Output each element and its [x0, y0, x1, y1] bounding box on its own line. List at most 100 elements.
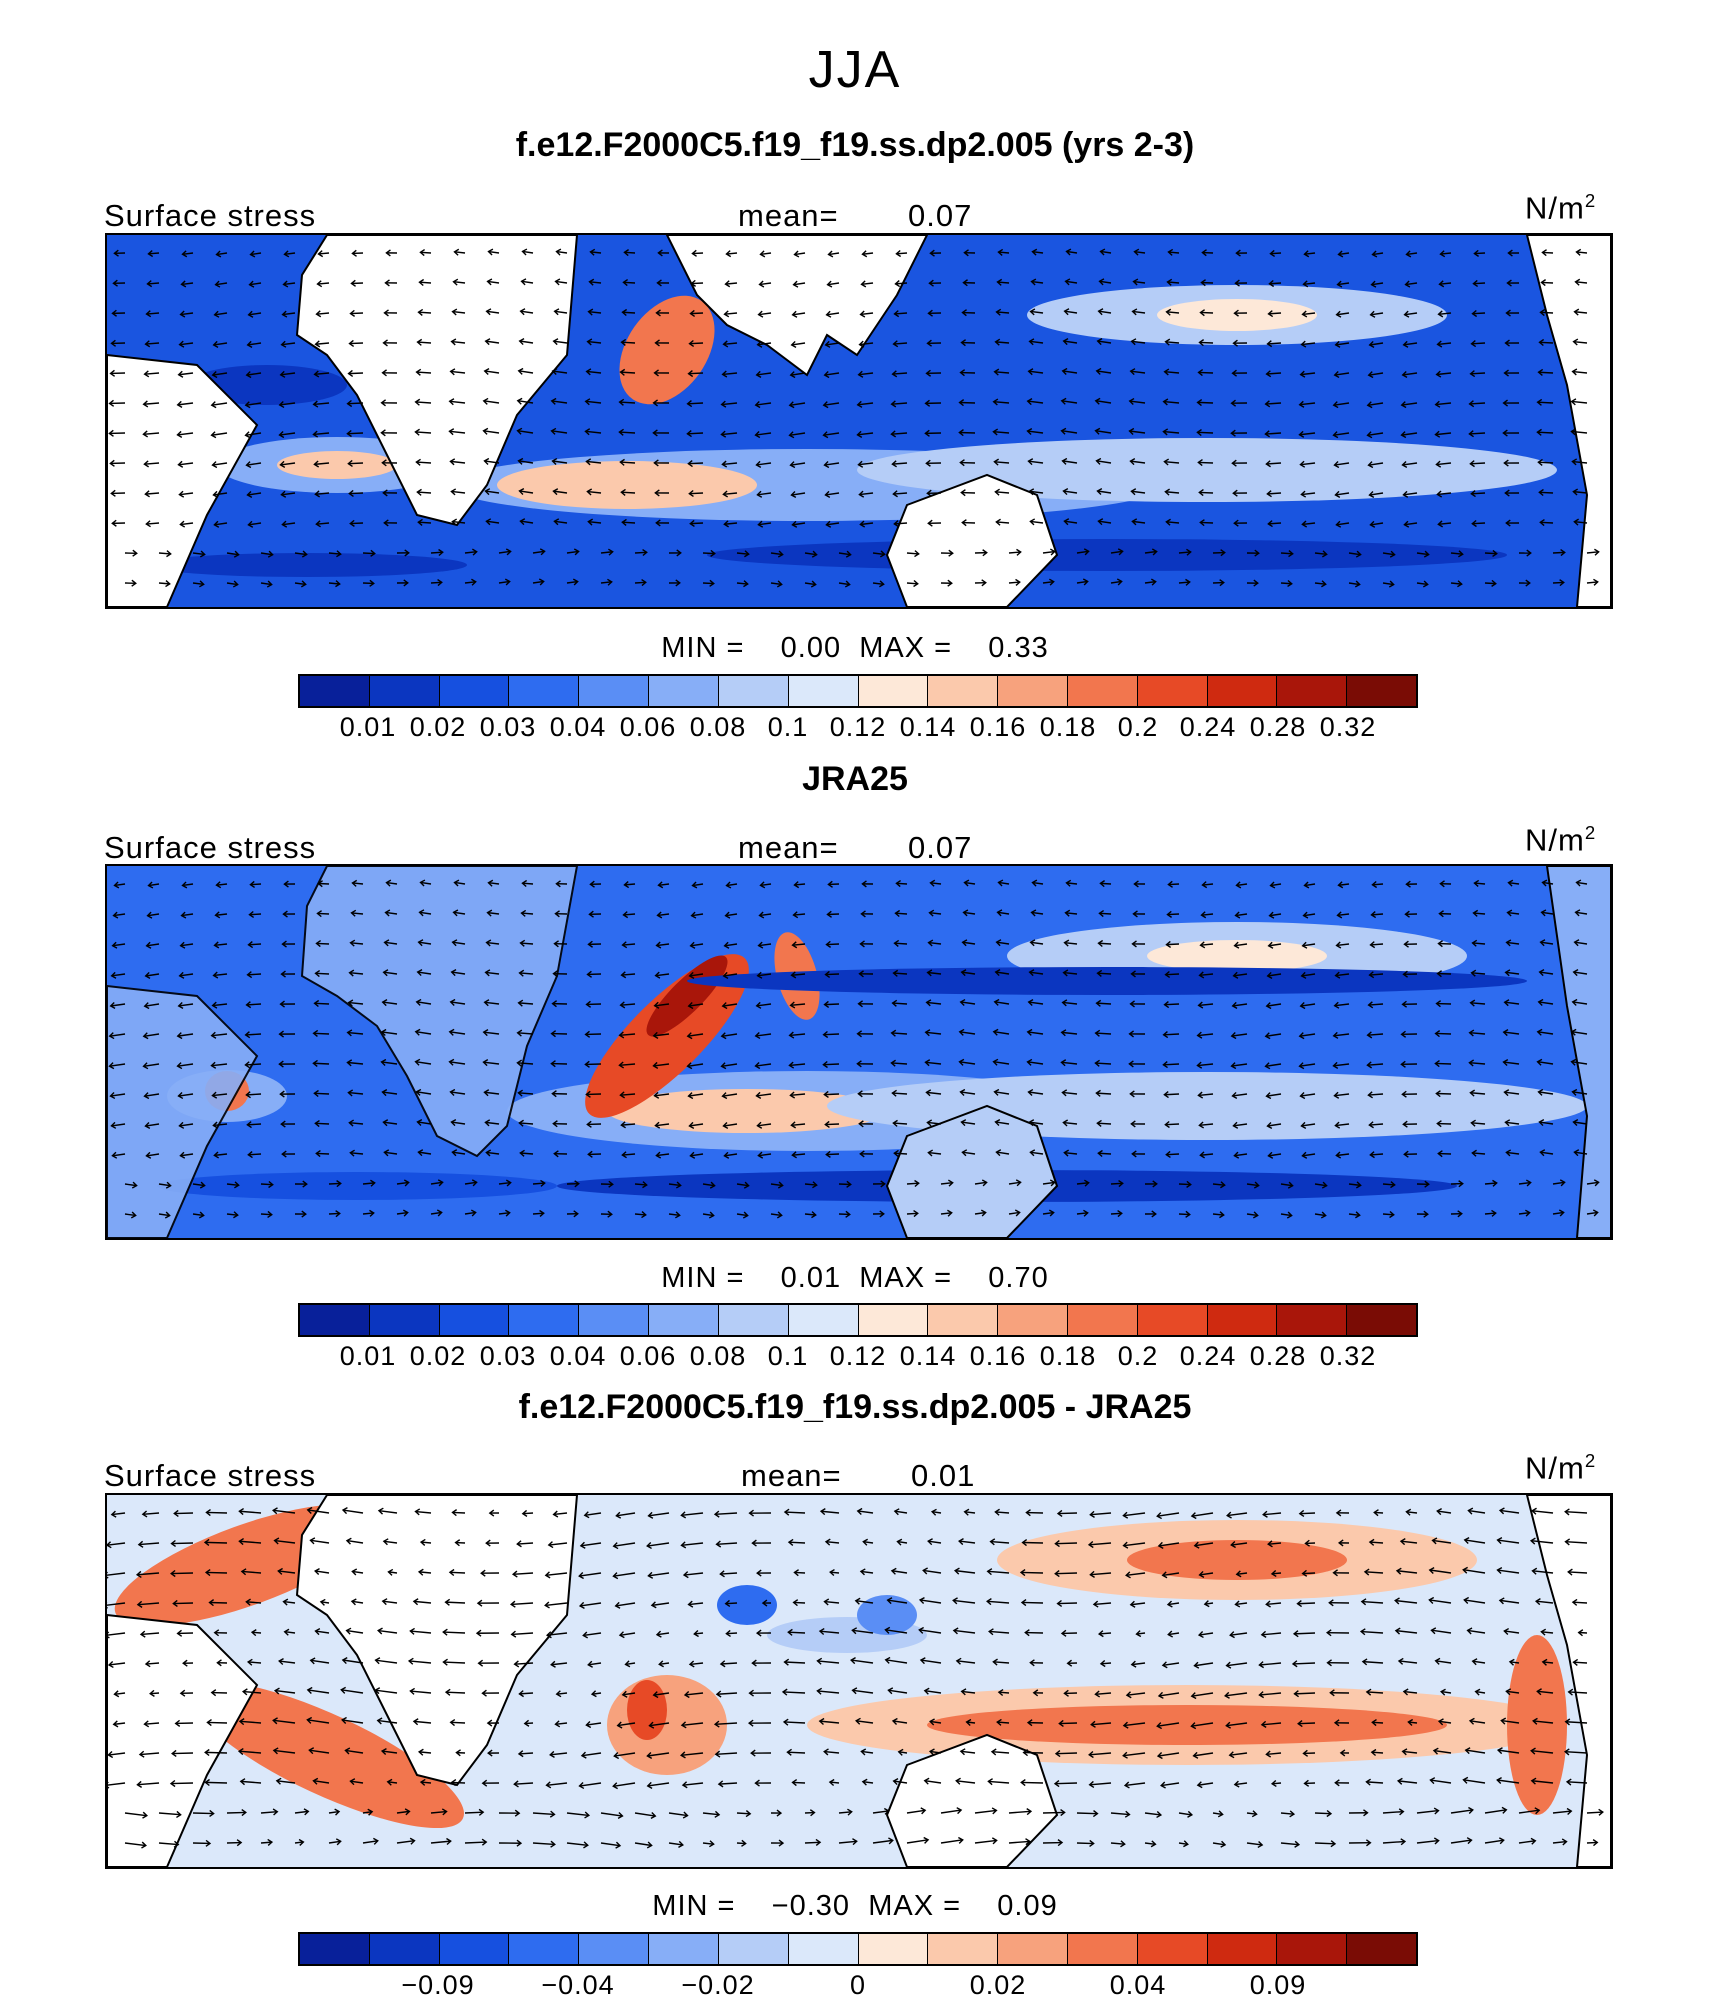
panel-2-vector-arrows	[108, 879, 1600, 1219]
colorbar-3-swatch-5	[649, 1934, 719, 1964]
colorbar-3-swatch-0	[300, 1934, 370, 1964]
colorbar-3-tick-label: −0.02	[681, 1970, 755, 2000]
colorbar-1-swatch-14	[1277, 676, 1348, 706]
panel-2-map	[105, 864, 1613, 1240]
colorbar-2-tick-label: 0.32	[1319, 1341, 1377, 1371]
panel-1-colorbar	[298, 674, 1418, 708]
panel-2-mean-label: mean=	[738, 830, 839, 865]
colorbar-2-tick-label: 0.06	[619, 1341, 677, 1371]
colorbar-2-swatch-13	[1207, 1305, 1278, 1335]
colorbar-3-tick-label: 0	[849, 1970, 867, 2000]
colorbar-3-swatch-2	[439, 1934, 510, 1964]
colorbar-3-tick-label: −0.09	[401, 1970, 475, 2000]
panel-1-mean-label: mean=	[738, 198, 839, 233]
colorbar-1-tick-label: 0.16	[969, 712, 1027, 742]
colorbar-1-swatch-11	[1067, 676, 1138, 706]
colorbar-1-tick-label: 0.18	[1039, 712, 1097, 742]
panel-2-units: N/m2	[1525, 822, 1597, 858]
colorbar-1-swatch-12	[1137, 676, 1208, 706]
colorbar-1-swatch-7	[788, 676, 859, 706]
colorbar-1-swatch-3	[509, 676, 580, 706]
panel-3-map	[105, 1493, 1613, 1869]
colorbar-1-tick-label: 0.08	[689, 712, 747, 742]
colorbar-2-swatch-14	[1277, 1305, 1348, 1335]
panel-1-units: N/m2	[1525, 190, 1597, 226]
colorbar-1-swatch-9	[928, 676, 999, 706]
panel-1-title: f.e12.F2000C5.f19_f19.ss.dp2.005 (yrs 2-…	[515, 126, 1195, 164]
panel-1-mean-value: 0.07	[908, 198, 973, 233]
colorbar-3-tick-label: 0.02	[969, 1970, 1027, 2000]
colorbar-3-swatch-13	[1207, 1934, 1278, 1964]
colorbar-3-swatch-10	[998, 1934, 1068, 1964]
panel-1-vector-arrows	[108, 248, 1600, 588]
colorbar-1-swatch-6	[718, 676, 789, 706]
colorbar-1-tick-label: 0.1	[767, 712, 809, 742]
colorbar-2-swatch-8	[858, 1305, 929, 1335]
panel-3-units: N/m2	[1525, 1450, 1597, 1486]
panel-3-map-plot	[107, 1495, 1611, 1867]
colorbar-2-tick-label: 0.12	[829, 1341, 887, 1371]
panel-3-colorbar-ticks: −0.09 −0.04 −0.02 0 0.02 0.04 0.09	[298, 1970, 1418, 2004]
panel-3-colorbar	[298, 1932, 1418, 1966]
colorbar-3-swatch-6	[718, 1934, 789, 1964]
colorbar-2-swatch-6	[718, 1305, 789, 1335]
panel-1-map	[105, 233, 1613, 609]
colorbar-1-swatch-13	[1207, 676, 1278, 706]
colorbar-1-tick-label: 0.02	[409, 712, 467, 742]
panel-1-minmax: MIN = 0.00 MAX = 0.33	[661, 632, 1049, 664]
colorbar-2-swatch-1	[369, 1305, 440, 1335]
colorbar-2-tick-label: 0.16	[969, 1341, 1027, 1371]
colorbar-2-tick-label: 0.24	[1179, 1341, 1237, 1371]
colorbar-1-tick-label: 0.04	[549, 712, 607, 742]
figure-title: JJA	[808, 41, 902, 99]
colorbar-2-swatch-5	[649, 1305, 719, 1335]
colorbar-1-swatch-2	[439, 676, 510, 706]
panel-3-vector-arrows	[107, 1506, 1604, 1849]
colorbar-1-swatch-8	[858, 676, 929, 706]
colorbar-1-swatch-15	[1347, 676, 1416, 706]
colorbar-2-tick-label: 0.02	[409, 1341, 467, 1371]
colorbar-2-swatch-4	[579, 1305, 650, 1335]
colorbar-2-swatch-7	[788, 1305, 859, 1335]
colorbar-3-swatch-14	[1277, 1934, 1348, 1964]
colorbar-1-tick-label: 0.2	[1117, 712, 1159, 742]
colorbar-2-swatch-12	[1137, 1305, 1208, 1335]
colorbar-3-swatch-1	[369, 1934, 440, 1964]
panel-2-mean-value: 0.07	[908, 830, 973, 865]
colorbar-2-tick-label: 0.1	[767, 1341, 809, 1371]
panel-3-mean-label: mean=	[741, 1458, 842, 1493]
colorbar-3-swatch-4	[579, 1934, 650, 1964]
colorbar-3-tick-label: 0.04	[1109, 1970, 1167, 2000]
colorbar-1-tick-label: 0.24	[1179, 712, 1237, 742]
panel-2-minmax: MIN = 0.01 MAX = 0.70	[661, 1262, 1049, 1294]
panel-1-map-plot	[107, 235, 1611, 607]
colorbar-1-tick-label: 0.01	[339, 712, 397, 742]
colorbar-2-swatch-15	[1347, 1305, 1416, 1335]
panel-3-mean-value: 0.01	[911, 1458, 976, 1493]
colorbar-3-tick-label: 0.09	[1249, 1970, 1307, 2000]
colorbar-2-swatch-10	[998, 1305, 1068, 1335]
panel-1-colorbar-ticks: 0.01 0.02 0.03 0.04 0.06 0.08 0.1 0.12 0.14 0.16 0…	[298, 712, 1418, 746]
colorbar-2-tick-label: 0.14	[899, 1341, 957, 1371]
colorbar-1-swatch-0	[300, 676, 370, 706]
panel-3-minmax: MIN = −0.30 MAX = 0.09	[652, 1890, 1058, 1922]
colorbar-1-tick-label: 0.12	[829, 712, 887, 742]
colorbar-3-tick-label: −0.04	[541, 1970, 615, 2000]
colorbar-1-tick-label: 0.14	[899, 712, 957, 742]
colorbar-2-swatch-11	[1067, 1305, 1138, 1335]
colorbar-3-swatch-9	[928, 1934, 999, 1964]
panel-2-colorbar-ticks: 0.01 0.02 0.03 0.04 0.06 0.08 0.1 0.12 0.14 0.16 0…	[298, 1341, 1418, 1375]
panel-2-map-plot	[107, 866, 1611, 1238]
panel-2-variable-label: Surface stress	[104, 830, 317, 865]
panel-3-title: f.e12.F2000C5.f19_f19.ss.dp2.005 - JRA25	[518, 1388, 1192, 1426]
colorbar-2-tick-label: 0.04	[549, 1341, 607, 1371]
colorbar-1-tick-label: 0.32	[1319, 712, 1377, 742]
panel-3-variable-label: Surface stress	[104, 1458, 317, 1493]
colorbar-2-swatch-2	[439, 1305, 510, 1335]
colorbar-3-swatch-15	[1347, 1934, 1416, 1964]
colorbar-1-swatch-5	[649, 676, 719, 706]
colorbar-1-swatch-10	[998, 676, 1068, 706]
colorbar-3-swatch-7	[788, 1934, 859, 1964]
colorbar-1-tick-label: 0.06	[619, 712, 677, 742]
colorbar-2-tick-label: 0.18	[1039, 1341, 1097, 1371]
